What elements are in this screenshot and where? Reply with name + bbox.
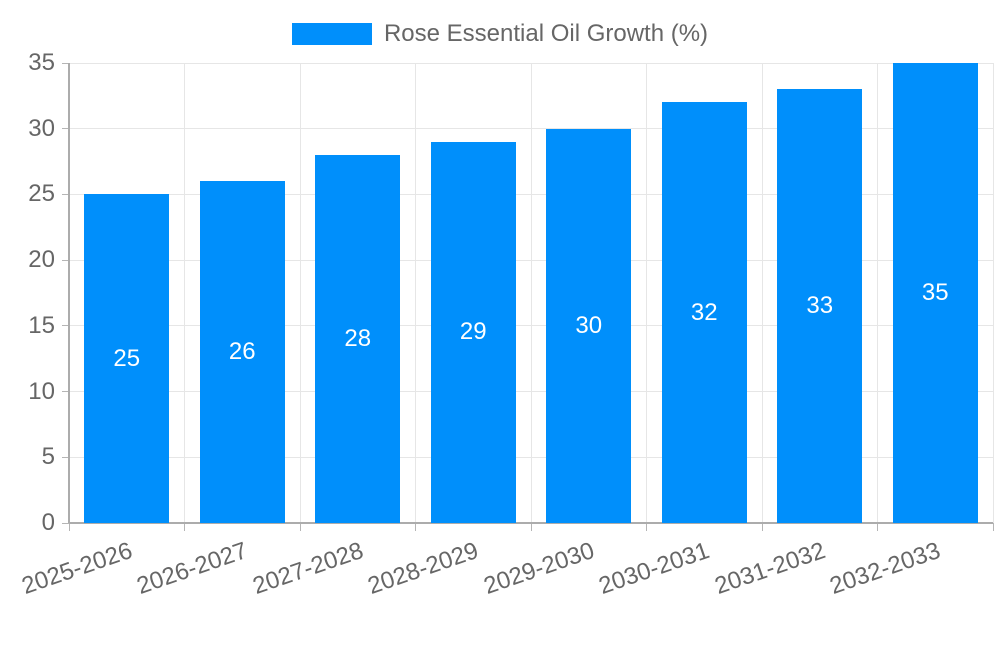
x-axis-tick-mark xyxy=(299,523,301,531)
plot-area: 0 5 10 15 20 25 30 35 25 26 28 29 30 32 33 35 2025-2026 2… xyxy=(18,49,994,600)
bar-chart: Rose Essential Oil Growth (%) 0 5 10 15 20 25… xyxy=(0,20,1000,600)
legend-label: Rose Essential Oil Growth (%) xyxy=(383,20,709,47)
x-axis-tick-mark xyxy=(877,523,878,531)
legend-item[interactable]: Rose Essential Oil Growth (%) xyxy=(0,21,1000,47)
y-axis-tick-mark xyxy=(62,325,69,327)
y-axis-tick-mark xyxy=(62,128,69,130)
bar-value-label: 25 xyxy=(113,344,141,372)
y-axis-tick-mark xyxy=(62,391,69,393)
gridline-vertical xyxy=(646,63,647,523)
y-axis-tick-mark xyxy=(62,522,69,524)
x-axis-tick-mark xyxy=(992,523,994,531)
bar[interactable] xyxy=(661,102,747,523)
y-axis-tick-label: 15 xyxy=(28,311,55,339)
gridline-vertical xyxy=(877,63,878,523)
bar[interactable] xyxy=(892,63,978,523)
y-axis-tick-label: 5 xyxy=(41,443,55,471)
y-axis-tick-label: 20 xyxy=(28,246,55,274)
x-axis-line xyxy=(69,522,993,524)
bar[interactable] xyxy=(315,155,401,523)
y-axis-tick-label: 0 xyxy=(41,509,55,536)
y-axis-tick-mark xyxy=(62,259,69,261)
gridline-vertical xyxy=(530,63,532,523)
bar[interactable] xyxy=(546,128,632,523)
bar-value-label: 26 xyxy=(228,338,256,366)
y-axis-tick-label: 35 xyxy=(28,49,55,76)
bar[interactable] xyxy=(84,194,170,523)
legend-swatch xyxy=(291,23,372,45)
gridline-vertical xyxy=(299,63,301,523)
bar-value-label: 30 xyxy=(575,311,603,339)
gridline-vertical xyxy=(761,63,763,523)
gridline-vertical xyxy=(992,63,994,523)
x-axis-tick-mark xyxy=(761,523,763,531)
gridline-vertical xyxy=(184,63,185,523)
bar-value-label: 33 xyxy=(806,292,834,320)
y-axis-line xyxy=(68,63,70,523)
y-axis-tick-mark xyxy=(62,193,69,195)
x-axis-tick-mark xyxy=(646,523,647,531)
y-axis-tick-mark xyxy=(62,62,69,64)
y-axis-tick-label: 25 xyxy=(28,180,55,208)
y-axis-tick-label: 10 xyxy=(28,377,55,405)
bar[interactable] xyxy=(777,89,863,523)
x-axis-tick-mark xyxy=(530,523,532,531)
bar-value-label: 32 xyxy=(690,298,718,326)
bar[interactable] xyxy=(430,141,516,523)
bar[interactable] xyxy=(199,181,285,523)
x-axis-tick-mark xyxy=(68,523,70,531)
bar-value-label: 35 xyxy=(921,279,949,306)
gridline-vertical xyxy=(415,63,416,523)
x-axis-tick-mark xyxy=(184,523,185,531)
y-axis-tick-mark xyxy=(62,456,69,458)
y-axis-tick-label: 30 xyxy=(28,114,55,142)
bar-value-label: 29 xyxy=(459,318,487,346)
bar-value-label: 28 xyxy=(344,325,372,352)
x-axis-tick-mark xyxy=(415,523,416,531)
